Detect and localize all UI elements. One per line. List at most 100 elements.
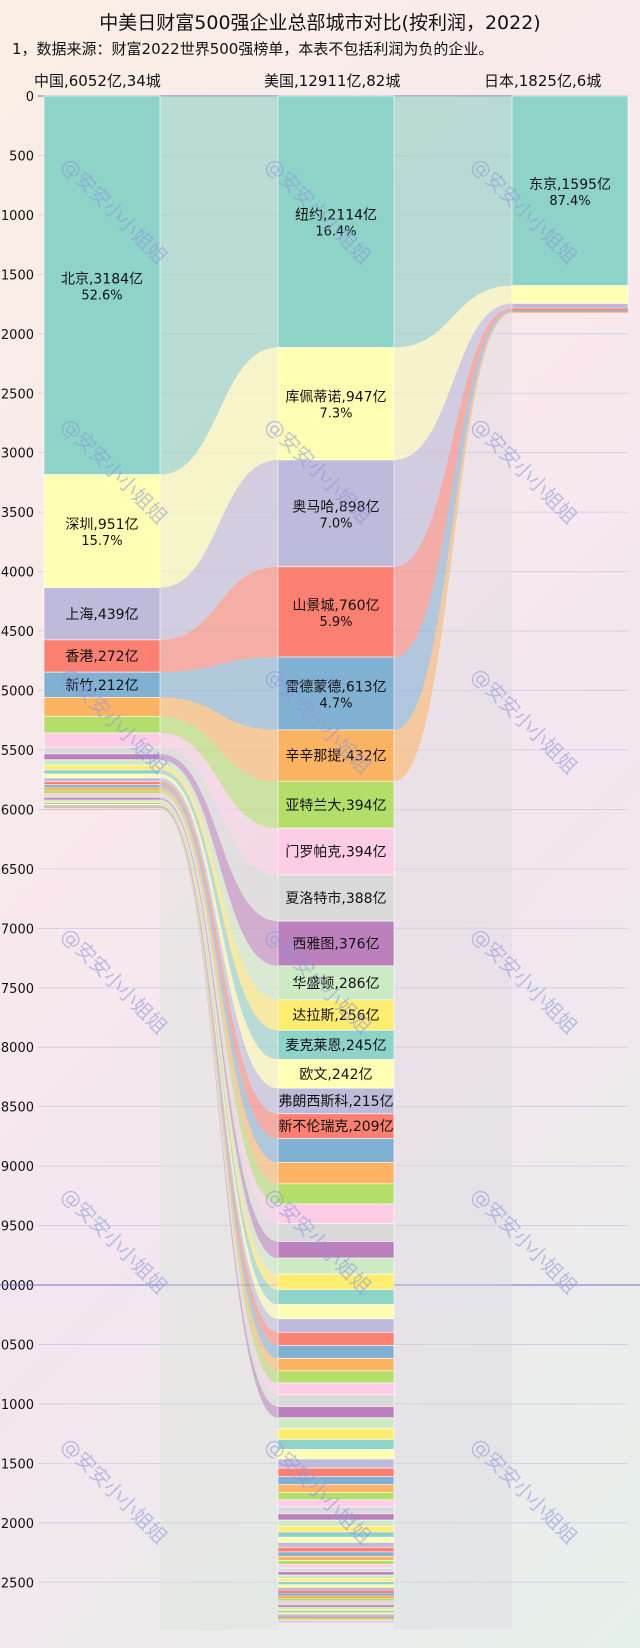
node-usa (277, 1595, 395, 1599)
y-tick-label: 8500 (1, 1101, 34, 1116)
node-china (43, 777, 161, 782)
node-usa (277, 729, 395, 782)
node-percent: 4.7% (319, 697, 352, 712)
node-percent: 16.4% (315, 225, 356, 240)
flow-link (160, 697, 278, 782)
node-usa (277, 1617, 395, 1620)
flow-link (160, 747, 278, 922)
node-usa (277, 1162, 395, 1185)
flow-link (160, 716, 278, 829)
column-header-japan: 日本,1825亿,6城 (484, 72, 602, 90)
node-china (43, 793, 161, 796)
node-usa (277, 1581, 395, 1586)
y-tick-label: 8000 (1, 1041, 34, 1056)
node-label: 亚特兰大,394亿 (285, 798, 386, 814)
node-usa (277, 1370, 395, 1384)
node-label: 新不伦瑞克,209亿 (278, 1119, 393, 1135)
node-usa (277, 1619, 395, 1621)
y-tick-label: 10500 (0, 1338, 34, 1353)
flow-link (394, 285, 512, 460)
y-tick-label: 12500 (0, 1576, 34, 1591)
node-label: 北京,3184亿 (61, 271, 143, 287)
flow-link (160, 804, 278, 1319)
node-usa (277, 1593, 395, 1597)
node-usa (277, 1614, 395, 1616)
flow-link (160, 774, 278, 1089)
flow-link (160, 795, 278, 1242)
node-usa (277, 1394, 395, 1407)
flow-link (160, 802, 278, 1305)
y-tick-label: 7500 (1, 982, 34, 997)
node-usa (277, 1600, 395, 1604)
node-china (43, 801, 161, 803)
flow-link (160, 809, 278, 1418)
node-label: 达拉斯,256亿 (292, 1008, 379, 1024)
node-percent: 7.0% (319, 516, 352, 531)
node-usa (277, 1428, 395, 1440)
node-china (43, 587, 161, 641)
node-china (43, 806, 161, 808)
node-usa (277, 1610, 395, 1613)
node-label: 东京,1595亿 (529, 177, 611, 193)
node-usa (277, 1531, 395, 1538)
flow-link (160, 769, 278, 1060)
node-usa (277, 1059, 395, 1089)
y-tick-label: 2000 (1, 328, 34, 343)
node-china (43, 474, 161, 589)
node-label: 山景城,760亿 (292, 598, 379, 614)
node-label: 辛辛那提,432亿 (285, 749, 386, 765)
node-usa (277, 827, 395, 876)
flow-link (160, 799, 278, 1275)
y-tick-label: 4000 (1, 566, 34, 581)
node-label: 深圳,951亿 (65, 517, 138, 533)
flow-link (160, 805, 278, 1333)
chart-subtitle: 1，数据来源：财富2022世界500强榜单，本表不包括利润为负的企业。 (12, 40, 494, 58)
y-tick-label: 11000 (0, 1398, 34, 1413)
node-china (43, 809, 161, 810)
node-usa (277, 95, 395, 348)
node-usa (277, 1571, 395, 1576)
node-usa (277, 1590, 395, 1594)
node-label: 雷德蒙德,613亿 (285, 680, 386, 696)
column-header-china: 中国,6052亿,34城 (34, 72, 161, 90)
flow-link (160, 459, 278, 640)
node-china (43, 805, 161, 808)
chart-title: 中美日财富500强企业总部城市对比(按利润，2022) (99, 12, 541, 34)
y-tick-label: 6500 (1, 863, 34, 878)
node-usa (277, 1620, 395, 1622)
node-china (43, 639, 161, 673)
node-usa (277, 1567, 395, 1573)
node-japan (511, 310, 629, 313)
y-tick-label: 3000 (1, 447, 34, 462)
node-usa (277, 1087, 395, 1115)
flow-link (160, 806, 278, 1346)
node-china (43, 769, 161, 775)
node-label: 新竹,212亿 (65, 678, 138, 694)
node-usa (277, 1612, 395, 1615)
node-usa (277, 1029, 395, 1060)
node-percent: 15.7% (81, 534, 122, 549)
node-china (43, 787, 161, 791)
y-tick-label: 9000 (1, 1160, 34, 1175)
node-usa (277, 1332, 395, 1346)
y-tick-label: 1500 (1, 268, 34, 283)
node-label: 上海,439亿 (65, 607, 138, 623)
flow-link (160, 790, 278, 1205)
node-usa (277, 1560, 395, 1565)
node-usa (277, 1619, 395, 1621)
flow-link (394, 310, 512, 730)
node-usa (277, 1609, 395, 1612)
flow-link (160, 807, 278, 1371)
node-japan (511, 303, 629, 309)
y-tick-label: 4500 (1, 625, 34, 640)
node-usa (277, 1113, 395, 1140)
flow-link (160, 566, 278, 673)
y-tick-label: 7000 (1, 922, 34, 937)
node-usa (277, 1138, 395, 1163)
flow-link (160, 765, 278, 1031)
node-usa (277, 874, 395, 922)
flow-link (394, 96, 512, 348)
flow-link (160, 793, 278, 1224)
node-label: 香港,272亿 (65, 649, 138, 665)
node-china (43, 790, 161, 794)
